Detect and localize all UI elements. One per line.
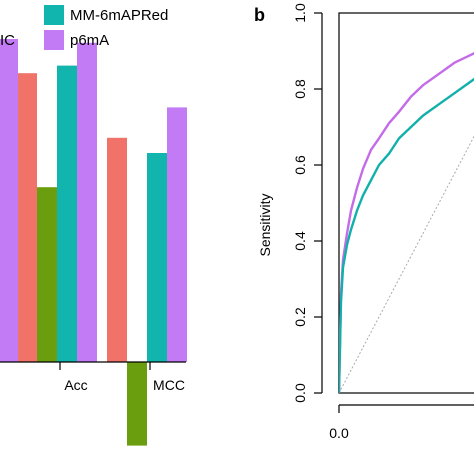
- legend-label-fragment: IC: [0, 32, 15, 49]
- roc-line-p6ma: [339, 52, 474, 393]
- plot-frame: [338, 12, 474, 394]
- y-tick-label-5: 1.0: [292, 3, 308, 23]
- x-tick-label-acc: Acc: [64, 377, 87, 393]
- bar-c-s3: [0, 39, 18, 362]
- bar-acc-s2: [57, 65, 77, 362]
- panel-b-roc-chart: b 0.0 0.2 0.4 0.6 0.8 1.0 Sensitivity 0.0: [254, 3, 474, 441]
- x-tick-label-mcc: MCC: [153, 377, 185, 393]
- panel-label-b: b: [254, 5, 265, 25]
- bar-mcc-s2: [147, 153, 167, 362]
- legend: MM-6mAPRed p6mA IC: [0, 5, 168, 50]
- legend-swatch-p6ma: [44, 30, 64, 50]
- y-axis-label: Sensitivity: [257, 193, 273, 256]
- bar-acc-s3: [77, 42, 97, 363]
- y-tick-label-1: 0.2: [292, 307, 308, 327]
- y-tick-label-4: 0.8: [292, 79, 308, 99]
- roc-line-mm-6mapred: [339, 77, 474, 393]
- bar-acc-s0: [17, 73, 37, 362]
- y-tick-label-2: 0.4: [292, 231, 308, 251]
- legend-label-mm6maprd: MM-6mAPRed: [70, 7, 168, 24]
- bar-mcc-s1: [127, 362, 147, 446]
- bar-acc-s1: [37, 187, 57, 362]
- legend-label-p6ma: p6mA: [70, 32, 109, 49]
- y-tick-label-3: 0.6: [292, 155, 308, 175]
- x-tick-label-b-0: 0.0: [329, 425, 349, 441]
- bar-mcc-s0: [107, 137, 127, 362]
- bar-mcc-s3: [167, 107, 187, 363]
- y-tick-label-0: 0.0: [292, 383, 308, 403]
- bar-group: [0, 39, 187, 446]
- roc-curves: [339, 52, 474, 393]
- panel-a-bar-chart: Acc MCC MM-6mAPRed p6mA IC: [0, 5, 187, 446]
- legend-swatch-mm6maprd: [44, 5, 64, 25]
- y-axis: 0.0 0.2 0.4 0.6 0.8 1.0: [292, 3, 323, 403]
